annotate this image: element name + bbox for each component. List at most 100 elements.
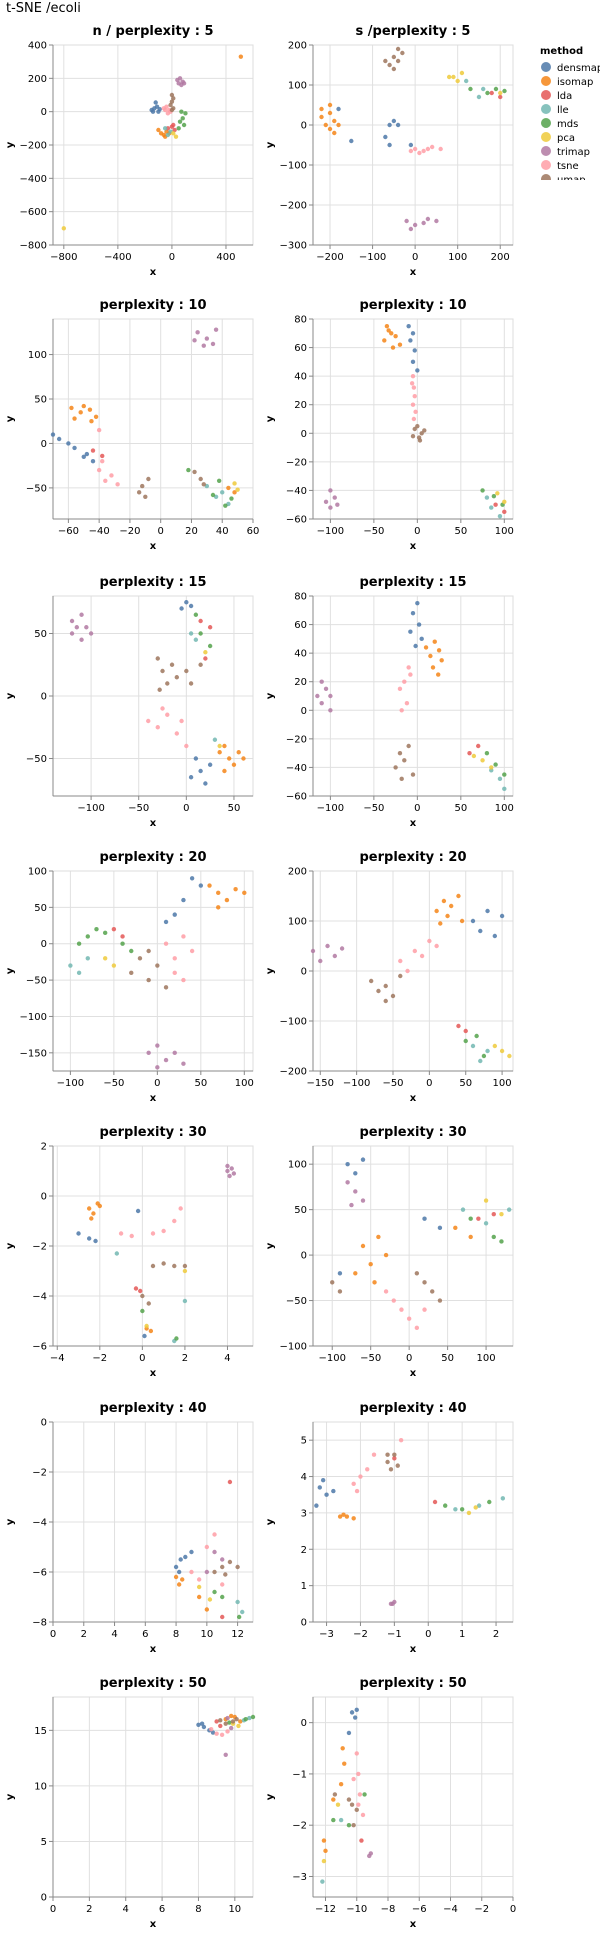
data-point-umap <box>383 983 388 989</box>
data-point-umap <box>354 1807 359 1813</box>
data-point-umap <box>376 988 381 994</box>
data-point-umap <box>395 1463 400 1468</box>
data-point-densmap <box>196 1722 201 1727</box>
data-point-pca <box>196 1584 202 1590</box>
data-point-umap <box>212 1569 217 1575</box>
y-tick-label: 50 <box>294 1205 307 1216</box>
data-point-densmap <box>189 1549 194 1555</box>
data-point-densmap <box>150 109 156 114</box>
data-point-lda <box>172 127 177 133</box>
data-point-tsne <box>150 1231 156 1236</box>
data-point-pca <box>321 1858 327 1864</box>
x-tick-label: 100 <box>493 1078 512 1089</box>
data-point-densmap <box>198 883 204 888</box>
data-point-tsne <box>434 943 439 949</box>
data-point-umap <box>387 62 392 68</box>
scatter-plot: −100 −50 0 50 100 −60 −40 −20 0 20 40 60 80 perplexit… <box>265 298 514 552</box>
data-point-lle <box>497 513 503 519</box>
legend-label: lle <box>557 105 569 116</box>
data-point-umap <box>163 985 169 990</box>
data-point-mds <box>193 612 199 617</box>
data-point-densmap <box>176 1569 182 1575</box>
x-tick-label: −400 <box>104 252 131 263</box>
x-axis-label: x <box>150 1368 157 1379</box>
data-point-isomap <box>459 918 465 924</box>
data-point-lle <box>460 1207 466 1212</box>
x-tick-label: 0 <box>139 1353 145 1364</box>
y-tick-label: 0 <box>41 939 47 950</box>
data-point-umap <box>192 469 197 475</box>
y-tick-label: −6 <box>32 1342 47 1353</box>
x-tick-label: −6 <box>412 1904 427 1915</box>
data-point-tsne <box>161 1228 166 1234</box>
data-point-densmap <box>135 1208 141 1214</box>
legend-label: lda <box>557 91 572 102</box>
data-point-isomap <box>72 416 77 421</box>
data-point-tsne <box>354 1751 359 1756</box>
data-point-tsne <box>189 948 195 954</box>
data-point-tsne <box>438 146 443 152</box>
data-point-mds <box>210 492 216 498</box>
x-tick-label: 2 <box>493 1629 499 1640</box>
data-point-isomap <box>233 886 238 892</box>
data-point-densmap <box>437 1225 443 1231</box>
data-point-umap <box>169 92 175 98</box>
data-point-trimap <box>328 488 333 493</box>
data-point-densmap <box>387 122 392 128</box>
x-axis-label: x <box>410 818 417 829</box>
y-tick-label: −100 <box>280 161 307 172</box>
legend-item: mds <box>541 118 578 130</box>
data-point-densmap <box>84 451 90 457</box>
data-point-densmap <box>193 756 199 761</box>
y-tick-label: −200 <box>20 141 47 152</box>
x-tick-label: 0 <box>414 526 420 537</box>
data-point-trimap <box>79 612 84 617</box>
data-point-lle <box>68 963 73 968</box>
data-point-tsne <box>181 934 186 939</box>
y-tick-label: 15 <box>34 1726 47 1737</box>
data-point-isomap <box>340 1746 345 1751</box>
legend-swatch <box>541 90 551 100</box>
data-point-densmap <box>156 109 161 114</box>
x-tick-label: 0 <box>50 1904 56 1915</box>
data-point-umap <box>393 765 398 770</box>
y-tick-label: −2 <box>292 1821 307 1832</box>
x-tick-label: −50 <box>382 1078 403 1089</box>
data-point-tsne <box>358 1474 363 1479</box>
y-tick-label: −2 <box>32 1242 47 1253</box>
data-point-umap <box>422 428 427 433</box>
chart-title: perplexity : 40 <box>100 1401 207 1416</box>
data-point-densmap <box>499 913 505 919</box>
chart-title: perplexity : 10 <box>360 298 467 313</box>
y-axis-label: y <box>265 967 276 974</box>
legend-title: method <box>540 46 583 57</box>
data-point-lle <box>220 490 225 495</box>
data-point-trimap <box>319 679 324 684</box>
data-point-isomap <box>217 750 222 755</box>
data-point-pca <box>489 765 494 770</box>
y-axis-label: y <box>5 1793 16 1800</box>
data-point-mds <box>481 1053 487 1059</box>
x-tick-label: 0 <box>425 1629 431 1640</box>
x-tick-label: 4 <box>224 1353 230 1364</box>
data-point-densmap <box>360 1157 366 1162</box>
data-point-umap <box>395 58 401 64</box>
data-point-isomap <box>341 1512 346 1517</box>
y-axis-label: y <box>265 692 276 699</box>
data-point-trimap <box>315 693 320 699</box>
data-point-lda <box>203 656 208 661</box>
x-axis-label: x <box>410 1093 417 1104</box>
y-tick-label: −4 <box>32 1292 47 1303</box>
y-axis-label: y <box>265 141 276 148</box>
data-point-pca <box>446 74 452 80</box>
data-point-lle <box>470 1043 476 1049</box>
data-point-lda <box>133 1286 139 1291</box>
data-point-tsne <box>371 1452 377 1457</box>
data-point-mds <box>229 496 234 501</box>
data-point-tsne <box>429 144 435 150</box>
data-point-trimap <box>192 338 197 343</box>
data-point-trimap <box>225 1163 230 1169</box>
data-point-tsne <box>409 381 415 386</box>
data-point-isomap <box>360 1243 366 1249</box>
data-point-pca <box>495 491 500 496</box>
